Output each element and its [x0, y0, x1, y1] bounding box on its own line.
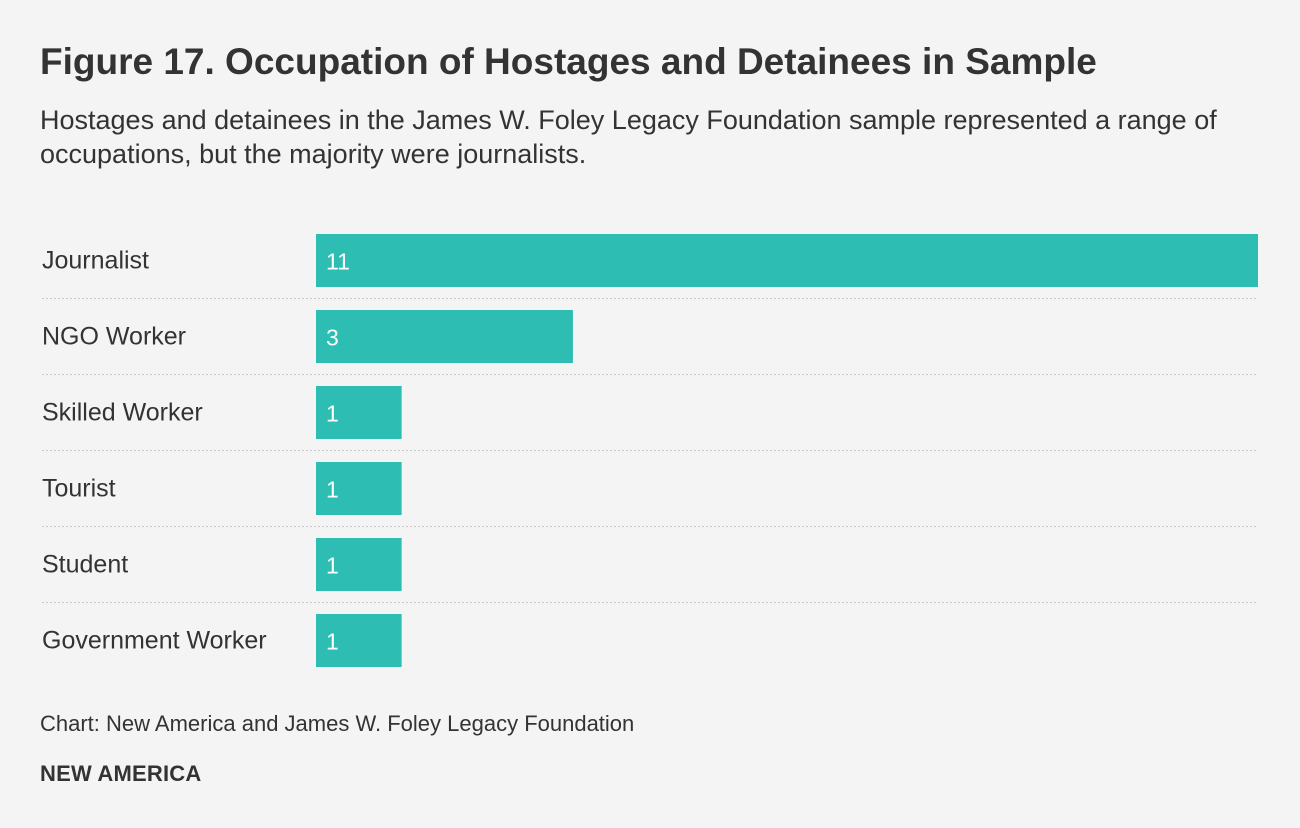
- bar: [316, 462, 402, 515]
- category-label: Tourist: [42, 475, 116, 503]
- category-label: Skilled Worker: [42, 399, 203, 427]
- brand-logo-text: NEW AMERICA: [40, 761, 202, 786]
- bar-value-label: 1: [326, 401, 339, 427]
- bar: [316, 386, 402, 439]
- category-label: Journalist: [42, 247, 149, 275]
- chart-subtitle: Hostages and detainees in the James W. F…: [40, 105, 1217, 169]
- bar-value-label: 1: [326, 629, 339, 655]
- category-label: Student: [42, 551, 128, 579]
- bar: [316, 310, 573, 363]
- bar: [316, 234, 1258, 287]
- chart-title: Figure 17. Occupation of Hostages and De…: [40, 41, 1097, 82]
- category-label: NGO Worker: [42, 323, 186, 351]
- bar-value-label: 1: [326, 477, 339, 503]
- bar-value-label: 11: [326, 249, 350, 275]
- category-label: Government Worker: [42, 627, 267, 655]
- bar-value-label: 3: [326, 325, 339, 351]
- bar: [316, 614, 402, 667]
- bar-value-label: 1: [326, 553, 339, 579]
- chart-source: Chart: New America and James W. Foley Le…: [40, 711, 635, 736]
- bar: [316, 538, 402, 591]
